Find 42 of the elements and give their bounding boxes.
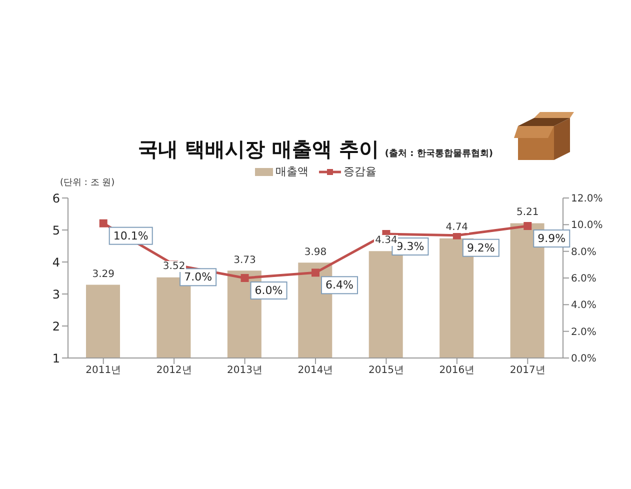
chart-title: 국내 택배시장 매출액 추이 [138, 137, 379, 161]
legend-label: 증감율 [344, 164, 376, 179]
data-label: 3.98 [303, 246, 328, 258]
x-tick-label: 2016년 [439, 365, 475, 376]
y2-tick-label: 0.0% [571, 354, 596, 365]
x-tick-label: 2013년 [227, 365, 263, 376]
x-tick-label: 2017년 [510, 365, 546, 376]
y-tick-label: 1 [52, 351, 60, 366]
data-label: 7.0% [184, 270, 212, 284]
x-tick-label: 2012년 [156, 365, 192, 376]
y-tick-label: 3 [52, 287, 60, 302]
y-tick-label: 5 [52, 223, 60, 238]
y2-tick-label: 10.0% [571, 220, 603, 232]
point [240, 274, 249, 282]
data-label: 3.52 [162, 261, 186, 272]
point [524, 222, 532, 230]
data-label: 4.34 [374, 235, 398, 246]
y-tick-label: 2 [52, 319, 60, 334]
y2-tick-label: 12.0% [571, 194, 603, 205]
data-label: 3.73 [232, 254, 257, 266]
y2-tick-label: 4.0% [571, 300, 596, 312]
x-tick-label: 2011년 [86, 365, 122, 376]
data-label: 6.0% [254, 284, 283, 297]
data-label: 5.21 [516, 207, 540, 218]
x-tick-label: 2015년 [368, 365, 404, 376]
data-label: 9.2% [466, 241, 495, 254]
y-tick-label: 4 [52, 255, 60, 270]
y-tick-label: 6 [52, 191, 60, 206]
point [99, 219, 108, 228]
data-label: 4.74 [444, 222, 470, 234]
legend-label: 매출액 [276, 164, 308, 179]
point [312, 268, 320, 277]
chart-subtitle: (출처 : 한국통합물류협회) [384, 149, 493, 159]
y-axis-title: (단위 : 조 원) [60, 177, 115, 189]
y2-tick-label: 8.0% [571, 246, 596, 258]
data-label: 6.4% [326, 278, 354, 292]
x-tick-label: 2014년 [298, 365, 334, 376]
y2-tick-label: 6.0% [571, 274, 596, 285]
y2-tick-label: 2.0% [571, 326, 596, 338]
data-label: 3.29 [91, 268, 116, 280]
data-label: 9.9% [538, 232, 566, 245]
data-label: 10.1% [113, 229, 148, 242]
